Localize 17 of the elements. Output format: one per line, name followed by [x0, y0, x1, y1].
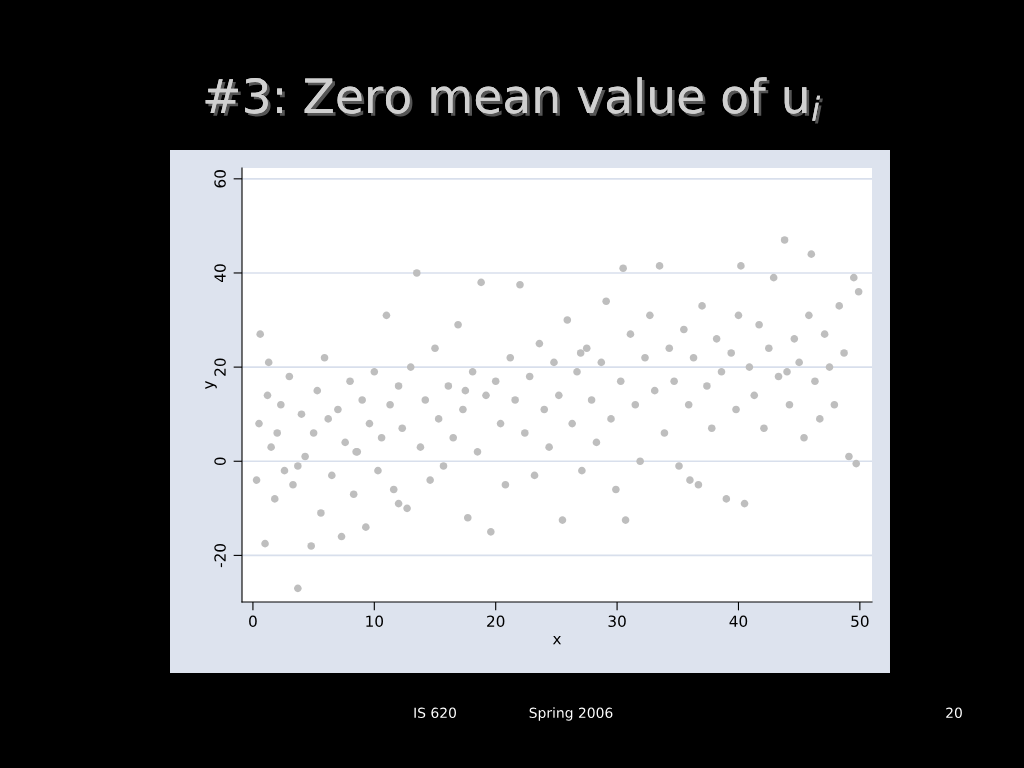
y-tick-label: 20 [214, 358, 226, 376]
y-tick-label: 0 [214, 457, 226, 466]
text: Spring 2006 [529, 707, 613, 721]
x-axis-title: x [552, 636, 562, 645]
y-tick-label: -20 [214, 543, 226, 568]
text: 20 [946, 707, 962, 719]
chart-title: #3: Zero mean value of u$_{i}$ [205, 77, 823, 124]
y-tick-label: 60 [214, 170, 226, 188]
y-tick-label: 40 [214, 264, 226, 282]
x-tick-label: 40 [729, 615, 748, 628]
x-tick-label: 50 [851, 615, 869, 628]
x-tick-label: 10 [366, 615, 384, 628]
text: IS 620 [414, 707, 456, 719]
x-tick-label: 30 [608, 615, 626, 628]
x-tick-label: 20 [487, 615, 505, 628]
x-tick-label: 0 [249, 615, 257, 628]
y-axis-title: y [205, 380, 217, 390]
